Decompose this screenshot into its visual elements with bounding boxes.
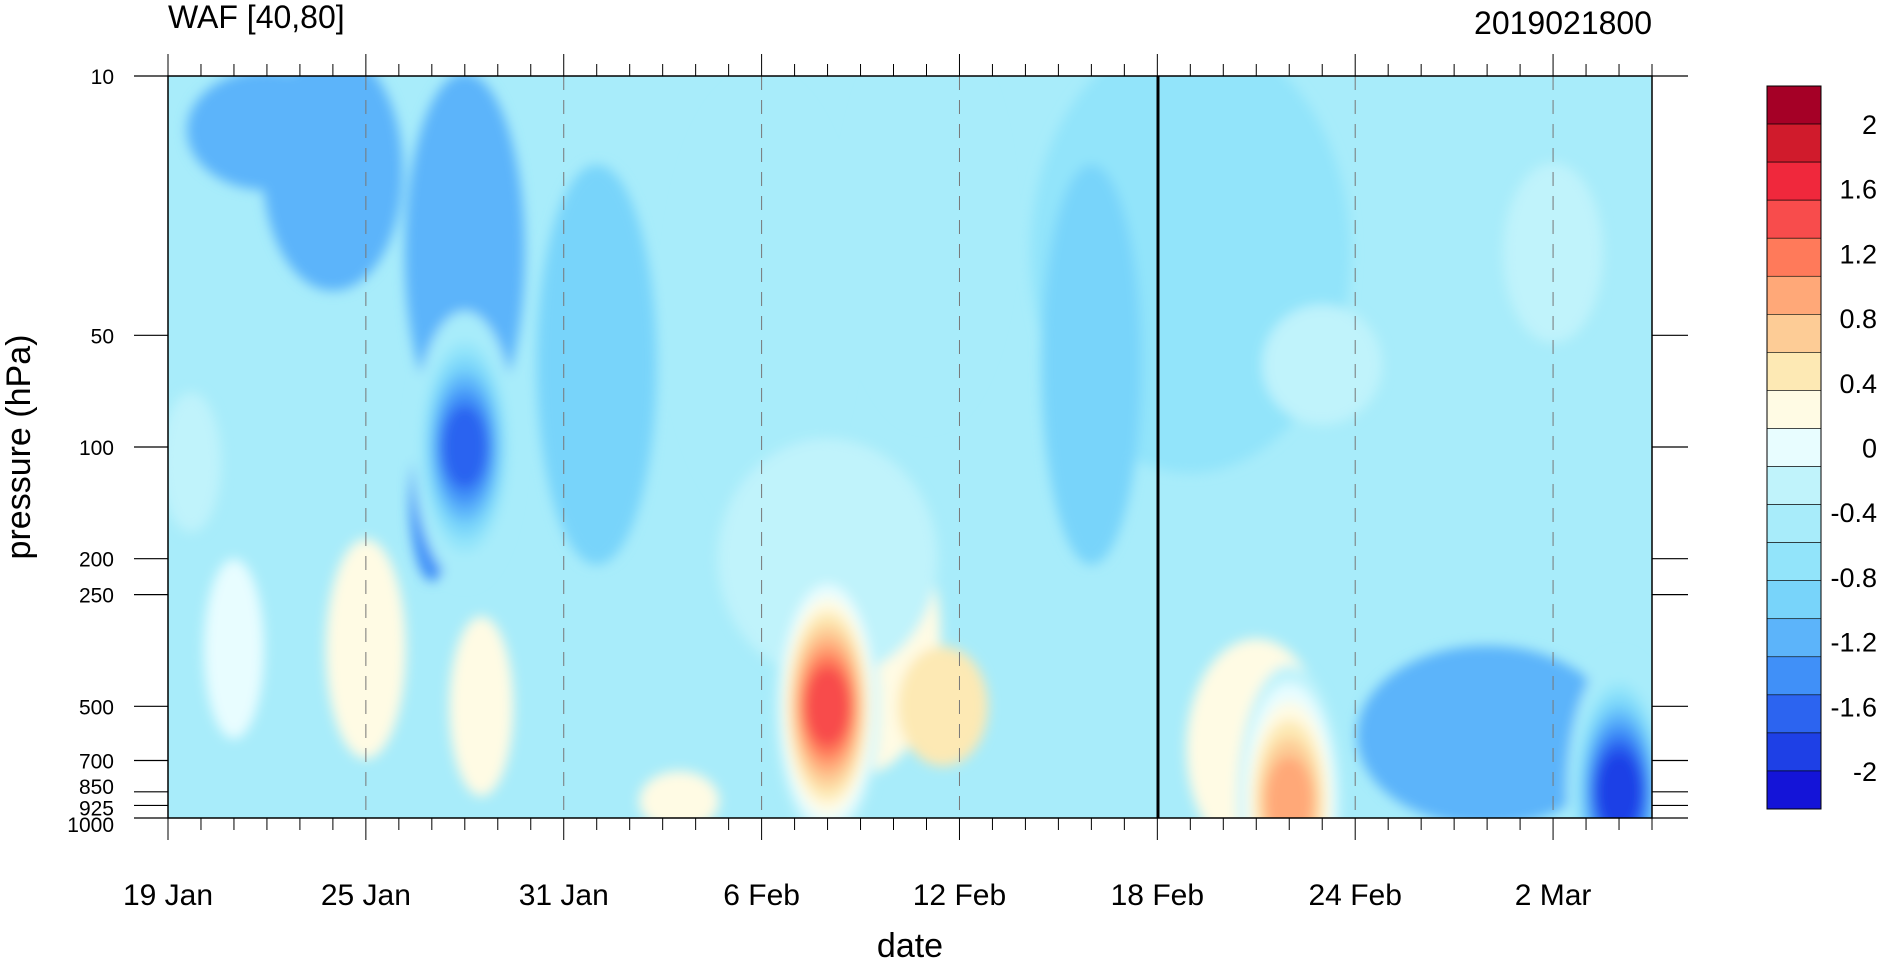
colorbar-label: -1.6 [1830, 692, 1877, 722]
colorbar-swatch [1766, 275, 1822, 315]
colorbar: 2 1.6 1.2 0.8 0.4 0 -0.4 -0.8 -1.2 -1.6 -2 [1766, 85, 1877, 810]
colorbar-swatch [1766, 656, 1822, 696]
x-tick-label: 31 Jan [519, 879, 609, 912]
colorbar-swatch [1766, 618, 1822, 658]
field-region [717, 438, 938, 679]
colorbar-swatch [1766, 237, 1822, 277]
colorbar-swatch [1766, 770, 1822, 810]
chart-title-left: WAF [40,80] [168, 0, 345, 35]
colorbar-swatch [1766, 123, 1822, 163]
field-region [1357, 645, 1618, 818]
field-region [441, 405, 488, 489]
y-tick-label: 250 [79, 585, 114, 608]
y-tick-label: 500 [79, 696, 114, 719]
colorbar-swatch [1766, 314, 1822, 353]
y-tick-label: 200 [79, 549, 114, 572]
y-tick-label: 925 [79, 797, 114, 820]
x-tick-label: 19 Jan [123, 879, 213, 912]
plot-area [168, 76, 1652, 818]
x-tick-label: 25 Jan [321, 879, 411, 912]
field-region [1265, 756, 1313, 818]
field-region [262, 76, 403, 291]
colorbar-swatch [1766, 352, 1822, 391]
colorbar-label: -1.2 [1830, 628, 1877, 658]
field-region [1041, 164, 1142, 565]
field-region [1262, 304, 1383, 425]
x-tick-label: 18 Feb [1111, 879, 1204, 912]
field-region [639, 771, 720, 818]
colorbar-swatch [1766, 504, 1822, 543]
field-region [325, 538, 406, 759]
colorbar-swatch [1766, 85, 1822, 125]
x-axis-label: date [877, 927, 943, 961]
colorbar-label: 1.2 [1839, 239, 1877, 269]
y-tick-label: 100 [79, 437, 114, 460]
field-region [805, 666, 850, 747]
field-region [449, 616, 514, 797]
field-region [203, 558, 264, 739]
field-region [536, 164, 657, 565]
colorbar-swatch [1766, 161, 1822, 201]
x-tick-label: 12 Feb [913, 879, 1006, 912]
colorbar-swatch [1766, 580, 1822, 620]
chart-title-right: 2019021800 [1474, 5, 1652, 41]
colorbar-label: -0.8 [1830, 563, 1877, 593]
colorbar-swatch [1766, 466, 1822, 505]
colorbar-label: 2 [1862, 110, 1877, 140]
field-region [168, 392, 222, 533]
y-tick-label: 50 [91, 325, 114, 348]
x-tick-label: 6 Feb [723, 879, 800, 912]
colorbar-swatch [1766, 390, 1822, 429]
x-tick-label: 24 Feb [1308, 879, 1401, 912]
colorbar-label: 0.8 [1839, 304, 1877, 334]
field-region [846, 76, 1007, 424]
colorbar-label: 1.6 [1839, 175, 1877, 205]
colorbar-swatch [1766, 542, 1822, 581]
colorbar-label: -0.4 [1830, 498, 1877, 528]
y-tick-label: 700 [79, 751, 114, 774]
colorbar-swatch [1766, 428, 1822, 467]
x-tick-label: 2 Mar [1515, 879, 1592, 912]
colorbar-label: 0.4 [1839, 369, 1877, 399]
y-tick-label: 1000 [67, 814, 114, 837]
field-region [1596, 752, 1642, 818]
field-region [897, 646, 988, 767]
colorbar-label: 0 [1862, 434, 1877, 464]
colorbar-swatch [1766, 732, 1822, 772]
colorbar-frame [1766, 85, 1822, 810]
colorbar-swatch [1766, 199, 1822, 239]
y-axis-label: pressure (hPa) [0, 335, 38, 560]
colorbar-label: -2 [1853, 757, 1877, 787]
y-tick-label: 10 [91, 66, 114, 89]
y-tick-label: 850 [79, 776, 114, 799]
colorbar-swatch [1766, 694, 1822, 734]
